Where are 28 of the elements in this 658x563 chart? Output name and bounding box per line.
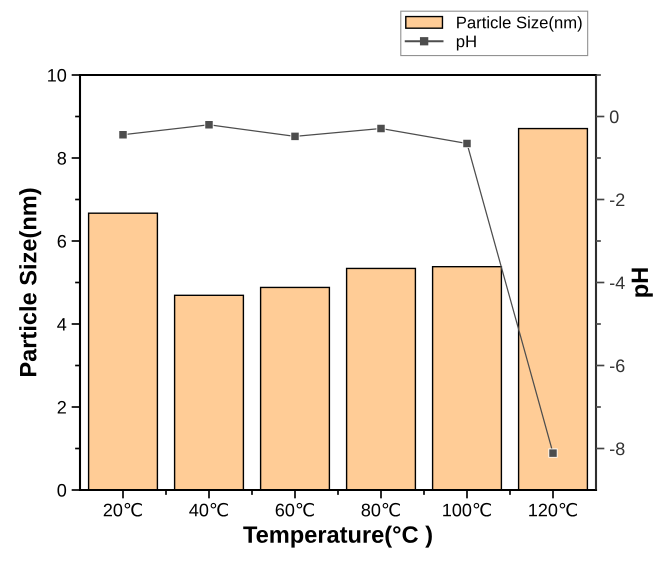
y-tick-label: 2 xyxy=(58,400,66,414)
y-tick-label: 10 xyxy=(48,68,66,82)
x-tick-label: 120℃ xyxy=(529,502,577,517)
y2-tick-label: -2 xyxy=(610,193,624,206)
y2-tick-label: -6 xyxy=(610,359,624,372)
y-tick-label: 0 xyxy=(57,484,66,497)
point xyxy=(290,132,300,142)
y2-axis-title: pH xyxy=(632,268,653,297)
point xyxy=(462,138,472,148)
x-tick-label: 60℃ xyxy=(276,502,314,517)
x-tick-label: 20℃ xyxy=(104,502,142,517)
legend-label: Particle Size(nm) xyxy=(457,16,582,32)
y-tick-label: 4 xyxy=(57,318,66,331)
point xyxy=(548,448,558,458)
y2-tick-label: -8 xyxy=(610,442,624,456)
y-axis-title: Particle Size(nm) xyxy=(19,188,42,376)
y-tick-label: 6 xyxy=(58,234,66,248)
y-tick-label: 8 xyxy=(58,152,66,165)
legend-label: pH xyxy=(456,36,476,51)
x-axis-title: Temperature(°C ) xyxy=(243,526,432,548)
point xyxy=(204,120,214,130)
x-tick-label: 40℃ xyxy=(189,502,228,517)
x-tick-label: 80℃ xyxy=(362,502,400,517)
y2-tick-label: -4 xyxy=(610,276,625,290)
point xyxy=(118,130,128,140)
x-tick-label: 100℃ xyxy=(443,502,491,517)
point xyxy=(376,124,386,134)
y2-tick-label: 0 xyxy=(610,110,619,124)
